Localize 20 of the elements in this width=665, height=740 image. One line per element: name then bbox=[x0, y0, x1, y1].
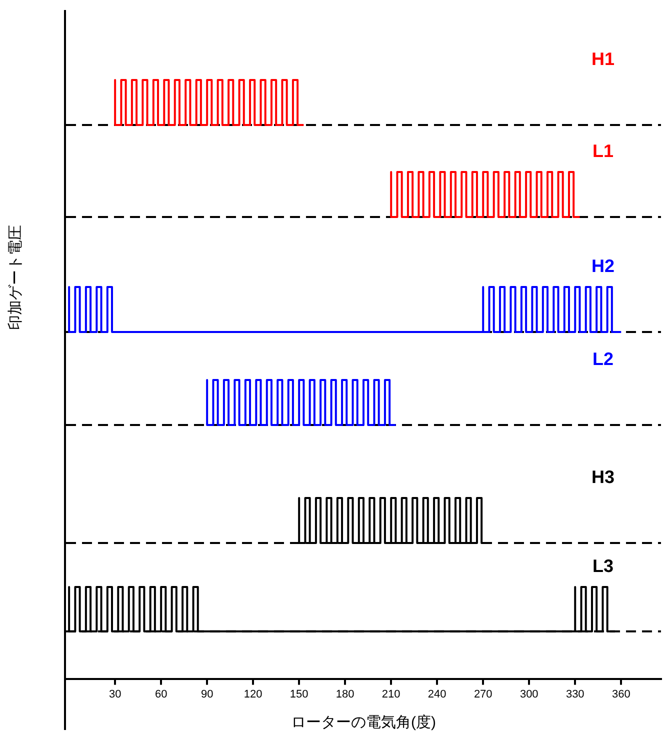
x-tick-label: 360 bbox=[612, 688, 630, 700]
series-label: H2 bbox=[591, 256, 615, 276]
x-axis-title: ローターの電気角(度) bbox=[291, 714, 436, 732]
x-tick-label: 60 bbox=[154, 688, 168, 700]
x-tick-label: 240 bbox=[428, 688, 446, 700]
x-tick-label: 120 bbox=[244, 688, 262, 700]
series-label: L1 bbox=[592, 140, 614, 161]
x-tick-label: 30 bbox=[108, 688, 122, 700]
x-tick-label: 270 bbox=[474, 688, 492, 700]
x-tick-label: 180 bbox=[336, 688, 354, 700]
text: L2 bbox=[592, 348, 614, 369]
x-tick-label: 300 bbox=[520, 688, 538, 700]
x-tick-label: 90 bbox=[200, 688, 214, 700]
text: H3 bbox=[591, 466, 615, 487]
x-tick-label: 330 bbox=[566, 688, 584, 700]
text: H1 bbox=[591, 48, 615, 69]
x-tick-label: 150 bbox=[290, 688, 308, 700]
y-axis-title: 印加ゲート電圧 bbox=[6, 225, 24, 330]
series-label: L3 bbox=[592, 556, 614, 576]
x-tick-label: 210 bbox=[382, 688, 400, 700]
